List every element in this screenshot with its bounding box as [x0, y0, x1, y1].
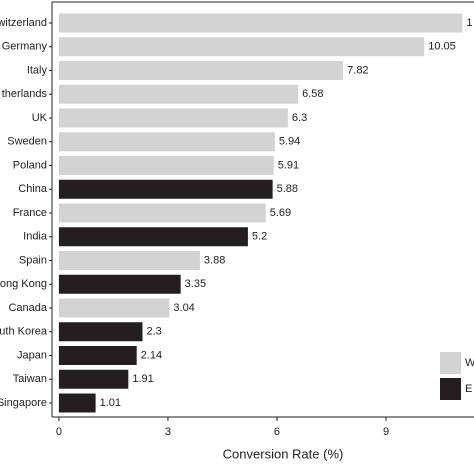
value-label: 5.91 [278, 159, 299, 171]
value-label: 1.01 [100, 397, 121, 409]
legend-key [440, 352, 461, 374]
value-label: 5.88 [277, 183, 298, 195]
y-tick-label: Taiwan [13, 373, 47, 385]
value-label: 7.82 [347, 64, 368, 76]
y-tick-label: India [23, 231, 48, 243]
y-tick-label: ong Kong [0, 278, 47, 290]
legend-label: W [465, 357, 474, 369]
bar [58, 84, 299, 104]
legend-key [440, 378, 461, 400]
value-label: 10.05 [428, 41, 456, 53]
y-tick-label: Italy [27, 64, 48, 76]
y-tick-label: Japan [17, 349, 47, 361]
bar [58, 298, 170, 318]
bar [58, 346, 137, 365]
y-tick-label: Spain [19, 254, 47, 266]
value-label: 2.14 [141, 349, 162, 361]
value-label: 5.2 [252, 231, 267, 243]
bar [58, 322, 143, 342]
bar [58, 227, 248, 247]
x-tick-label: 0 [56, 426, 62, 438]
y-tick-label: uth Korea [0, 326, 48, 338]
bar [58, 251, 200, 270]
y-tick-label: Germany [2, 41, 48, 53]
x-tick-label: 9 [383, 426, 389, 438]
y-tick-label: Poland [13, 159, 47, 171]
value-label: 6.58 [302, 88, 323, 100]
y-tick-label: therlands [2, 88, 48, 100]
x-tick-label: 6 [274, 426, 280, 438]
bar [58, 393, 96, 413]
bar [58, 13, 463, 33]
value-label: 3.88 [204, 254, 225, 266]
y-tick-label: Sweden [7, 136, 47, 148]
value-label: 1 [466, 17, 472, 29]
y-tick-label: UK [32, 112, 48, 124]
value-label: 5.69 [270, 207, 291, 219]
y-tick-label: witzerland [0, 17, 47, 29]
value-label: 3.35 [185, 278, 206, 290]
bar [58, 37, 425, 57]
bar [58, 179, 273, 199]
value-label: 3.04 [173, 302, 194, 314]
x-axis-title: Conversion Rate (%) [223, 446, 344, 461]
y-tick-label: France [13, 207, 47, 219]
legend-label: E [465, 383, 472, 395]
bar [58, 132, 275, 152]
bar [58, 108, 288, 128]
bar [58, 203, 266, 223]
bar [58, 61, 344, 80]
x-tick-label: 3 [165, 426, 171, 438]
bar [58, 156, 274, 175]
bar [58, 274, 181, 294]
value-label: 5.94 [279, 136, 300, 148]
value-label: 1.91 [132, 373, 153, 385]
y-tick-label: Singapore [0, 397, 47, 409]
y-tick-label: Canada [8, 302, 47, 314]
value-label: 6.3 [292, 112, 307, 124]
bar [58, 369, 129, 389]
value-label: 2.3 [147, 326, 162, 338]
y-tick-label: China [18, 183, 48, 195]
